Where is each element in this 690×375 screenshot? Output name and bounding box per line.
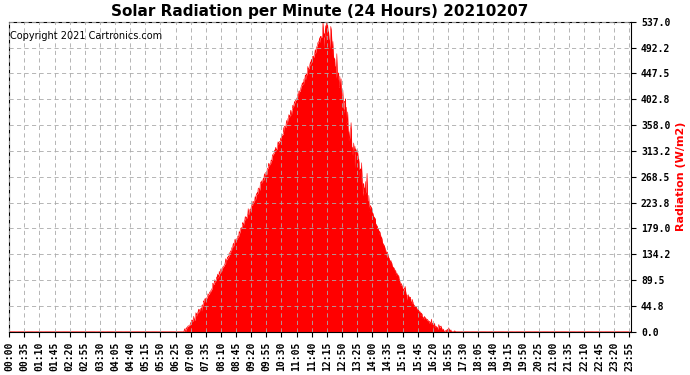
Text: Copyright 2021 Cartronics.com: Copyright 2021 Cartronics.com <box>10 31 162 41</box>
Title: Solar Radiation per Minute (24 Hours) 20210207: Solar Radiation per Minute (24 Hours) 20… <box>112 4 529 19</box>
Y-axis label: Radiation (W/m2): Radiation (W/m2) <box>676 122 686 231</box>
